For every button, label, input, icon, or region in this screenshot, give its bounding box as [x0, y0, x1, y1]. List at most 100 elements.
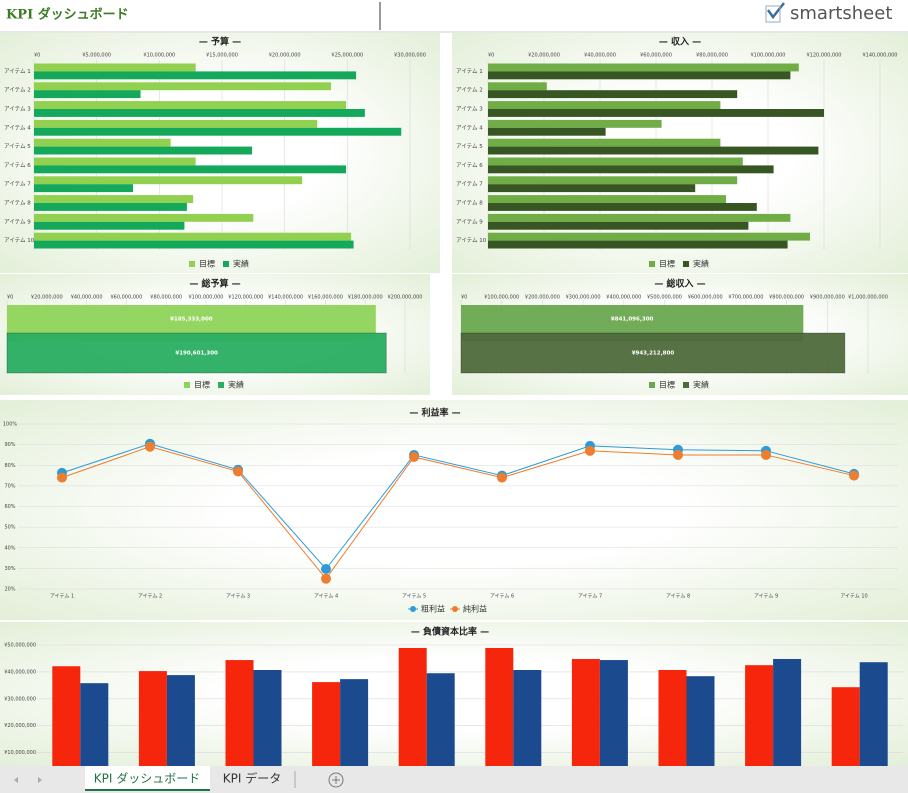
y-tick-label: アイテム 9 — [456, 218, 483, 225]
line — [61, 443, 855, 570]
bar — [138, 671, 167, 766]
bar — [488, 232, 810, 241]
bar — [488, 71, 791, 80]
tab-label[interactable]: KPI ダッシュボード — [94, 771, 200, 786]
bar — [80, 683, 109, 766]
y-tick-label: アイテム 3 — [4, 106, 31, 113]
bar — [488, 90, 738, 99]
x-tick-label: アイテム 1 — [50, 594, 74, 600]
tab-scroll-right[interactable] — [38, 777, 42, 783]
x-tick-label: ¥0 — [488, 53, 494, 59]
legend-label: 純利益 — [463, 604, 487, 614]
x-tick-label: ¥200,000,000 — [525, 295, 560, 301]
x-tick-label: ¥100,000,000 — [189, 295, 224, 301]
point — [57, 472, 67, 483]
legend-swatch — [184, 382, 190, 388]
legend-swatch — [683, 261, 689, 267]
bar — [745, 665, 774, 766]
y-tick-label: 90% — [4, 442, 15, 448]
y-tick-label: 50% — [4, 525, 15, 531]
value-label: ¥841,096,300 — [611, 317, 654, 323]
x-tick-label: ¥60,000,000 — [640, 53, 672, 59]
y-tick-label: 40% — [4, 545, 15, 551]
y-tick-label: アイテム 5 — [456, 143, 483, 150]
value-label: ¥190,601,300 — [175, 351, 218, 357]
point — [321, 563, 331, 574]
bar — [34, 109, 365, 117]
chart-title: — 総収入 — — [654, 278, 705, 290]
legend-label: 粗利益 — [421, 604, 445, 614]
y-tick-label: アイテム 9 — [4, 218, 31, 225]
x-tick-label: アイテム 2 — [138, 594, 162, 600]
x-tick-label: ¥80,000,000 — [696, 53, 728, 59]
y-tick-label: アイテム 1 — [456, 68, 483, 75]
x-tick-label: ¥140,000,000 — [268, 295, 303, 301]
bar — [513, 670, 542, 766]
point — [761, 449, 771, 460]
bar — [488, 101, 721, 109]
x-tick-label: アイテム 4 — [314, 594, 338, 600]
y-tick-label: アイテム 6 — [4, 162, 31, 169]
point — [673, 449, 683, 460]
bar — [34, 138, 171, 147]
x-tick-label: ¥120,000,000 — [228, 295, 263, 301]
y-tick-label: アイテム 3 — [456, 106, 483, 113]
legend-swatch — [683, 382, 689, 388]
bar — [340, 679, 369, 766]
bar — [34, 119, 318, 128]
x-tick-label: ¥300,000,000 — [566, 295, 601, 301]
x-tick-label: アイテム 7 — [578, 594, 602, 600]
header-bar — [0, 0, 908, 32]
panel — [0, 400, 908, 620]
y-tick-label: アイテム 4 — [4, 124, 31, 131]
x-tick-label: ¥140,000,000 — [863, 53, 898, 59]
x-tick-label: ¥0 — [7, 295, 13, 301]
tab-scroll-left[interactable] — [14, 777, 18, 783]
bar — [34, 184, 134, 193]
y-tick-label: ¥10,000,000 — [4, 750, 36, 756]
y-tick-label: アイテム 2 — [456, 87, 483, 94]
legend-marker — [452, 606, 458, 612]
x-tick-label: ¥600,000,000 — [688, 295, 723, 301]
y-tick-label: 70% — [4, 483, 15, 489]
bar — [599, 660, 628, 766]
bar — [253, 670, 282, 766]
x-tick-label: ¥1,000,000,000 — [848, 295, 888, 301]
x-tick-label: ¥160,000,000 — [308, 295, 343, 301]
point — [497, 472, 507, 483]
y-tick-label: アイテム 7 — [456, 181, 483, 188]
y-tick-label: ¥30,000,000 — [4, 696, 36, 702]
bar — [34, 63, 196, 72]
bar — [488, 184, 696, 193]
x-tick-label: ¥100,000,000 — [751, 53, 786, 59]
x-tick-label: ¥120,000,000 — [807, 53, 842, 59]
logo-box — [765, 5, 781, 23]
y-tick-label: ¥40,000,000 — [4, 669, 36, 675]
bar — [34, 157, 196, 166]
x-tick-label: アイテム 9 — [754, 594, 778, 600]
legend-label: 目標 — [199, 259, 215, 269]
x-tick-label: ¥900,000,000 — [810, 295, 845, 301]
point — [321, 573, 331, 584]
bar — [488, 165, 774, 174]
bar — [488, 157, 743, 166]
active-tab[interactable] — [85, 766, 210, 790]
bar — [34, 165, 347, 174]
x-tick-label: ¥20,000,000 — [31, 295, 63, 301]
y-tick-label: アイテム 4 — [456, 124, 483, 131]
x-tick-label: ¥15,000,000 — [206, 53, 238, 59]
y-tick-label: アイテム 1 — [4, 68, 31, 75]
bar — [34, 213, 254, 222]
bar — [488, 146, 819, 155]
y-tick-label: 30% — [4, 566, 15, 572]
point — [849, 470, 859, 481]
bar — [773, 658, 802, 766]
add-sheet[interactable] — [328, 772, 344, 788]
chart-title: — 総予算 — — [189, 278, 240, 290]
legend-swatch — [649, 382, 655, 388]
bar — [166, 675, 195, 766]
tab-label[interactable]: KPI データ — [223, 771, 281, 786]
bar — [34, 101, 347, 109]
bar — [488, 138, 721, 147]
